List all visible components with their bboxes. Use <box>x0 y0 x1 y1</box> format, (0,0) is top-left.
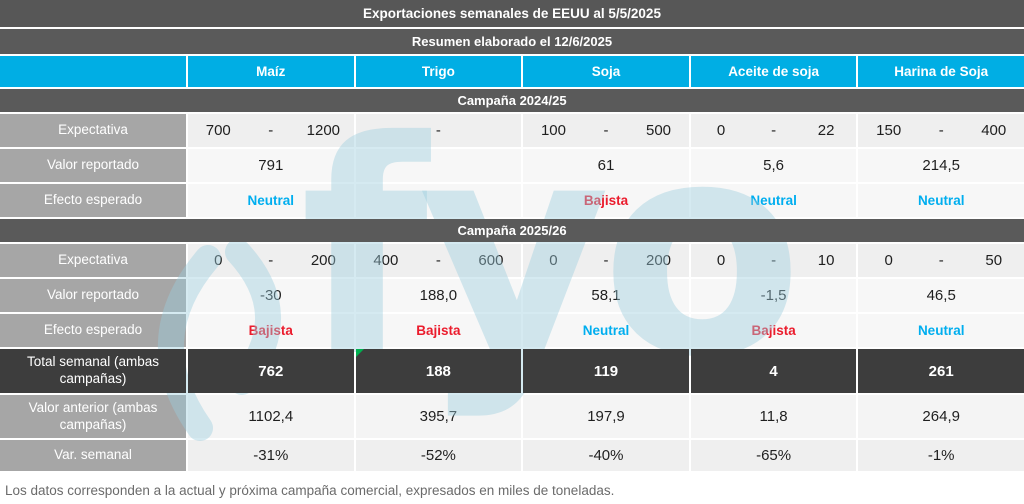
expectativa-cell: - <box>355 114 522 147</box>
column-header-maiz: Maíz <box>188 56 354 87</box>
report-subtitle: Resumen elaborado el 12/6/2025 <box>0 29 1024 54</box>
valor-cell: 214,5 <box>858 149 1024 182</box>
column-header-row: Maíz Trigo Soja Aceite de soja Harina de… <box>0 56 1024 87</box>
expectativa-cell: 0-22 <box>690 114 857 147</box>
anterior-cell: 264,9 <box>858 395 1024 438</box>
expectativa-cell: 0-50 <box>858 244 1024 277</box>
efecto-cell: Bajista <box>355 314 522 347</box>
total-cell: 762 <box>188 349 354 393</box>
row-valor-reportado-2024-25: Valor reportado 791 61 5,6 214,5 <box>0 149 1024 182</box>
var-cell: -52% <box>355 440 522 471</box>
efecto-cell: Neutral <box>188 184 354 217</box>
row-valor-anterior: Valor anterior (ambas campañas) 1102,4 3… <box>0 395 1024 438</box>
row-var-semanal: Var. semanal -31% -52% -40% -65% -1% <box>0 440 1024 471</box>
report-title: Exportaciones semanales de EEUU al 5/5/2… <box>0 0 1024 27</box>
var-cell: -1% <box>858 440 1024 471</box>
column-header-harina: Harina de Soja <box>858 56 1024 87</box>
row-efecto-esperado-2025-26: Efecto esperado Bajista Bajista Neutral … <box>0 314 1024 347</box>
row-total-semanal: Total semanal (ambas campañas) 762 188 1… <box>0 349 1024 393</box>
expectativa-cell: 100-500 <box>523 114 689 147</box>
expectativa-cell: 150-400 <box>858 114 1024 147</box>
var-cell: -65% <box>690 440 857 471</box>
anterior-cell: 1102,4 <box>188 395 354 438</box>
var-cell: -40% <box>523 440 689 471</box>
var-cell: -31% <box>188 440 354 471</box>
valor-cell: 58,1 <box>523 279 689 312</box>
total-cell: 4 <box>690 349 857 393</box>
efecto-cell: Bajista <box>523 184 689 217</box>
valor-cell: -1,5 <box>690 279 857 312</box>
efecto-cell: Neutral <box>858 314 1024 347</box>
expectativa-cell: 700-1200 <box>188 114 354 147</box>
expectativa-cell: 0-200 <box>188 244 354 277</box>
row-label: Valor reportado <box>0 149 186 182</box>
row-expectativa-2024-25: Expectativa 700-1200 - 100-500 0-22 150-… <box>0 114 1024 147</box>
row-label: Expectativa <box>0 244 186 277</box>
cell-note-marker-icon <box>355 349 364 357</box>
valor-cell: 61 <box>523 149 689 182</box>
anterior-cell: 197,9 <box>523 395 689 438</box>
anterior-cell: 11,8 <box>690 395 857 438</box>
valor-cell: 5,6 <box>690 149 857 182</box>
row-label: Valor anterior (ambas campañas) <box>0 395 186 438</box>
row-label: Var. semanal <box>0 440 186 471</box>
row-label: Valor reportado <box>0 279 186 312</box>
expectativa-cell: 0-10 <box>690 244 857 277</box>
row-label: Efecto esperado <box>0 314 186 347</box>
efecto-cell: Neutral <box>858 184 1024 217</box>
row-efecto-esperado-2024-25: Efecto esperado Neutral Bajista Neutral … <box>0 184 1024 217</box>
row-valor-reportado-2025-26: Valor reportado -30 188,0 58,1 -1,5 46,5 <box>0 279 1024 312</box>
valor-cell <box>355 149 522 182</box>
valor-cell: 46,5 <box>858 279 1024 312</box>
section-header-2024-25: Campaña 2024/25 <box>0 89 1024 112</box>
valor-cell: 188,0 <box>355 279 522 312</box>
column-header-trigo: Trigo <box>355 56 522 87</box>
valor-cell: 791 <box>188 149 354 182</box>
column-header-aceite: Aceite de soja <box>690 56 857 87</box>
anterior-cell: 395,7 <box>355 395 522 438</box>
row-expectativa-2025-26: Expectativa 0-200 400-600 0-200 0-10 0-5… <box>0 244 1024 277</box>
expectativa-cell: 0-200 <box>523 244 689 277</box>
valor-cell: -30 <box>188 279 354 312</box>
section-header-2025-26: Campaña 2025/26 <box>0 219 1024 242</box>
total-cell: 261 <box>858 349 1024 393</box>
efecto-cell <box>355 184 522 217</box>
efecto-cell: Neutral <box>523 314 689 347</box>
total-cell: 188 <box>355 349 522 393</box>
efecto-cell: Bajista <box>690 314 857 347</box>
row-label: Efecto esperado <box>0 184 186 217</box>
row-label: Total semanal (ambas campañas) <box>0 349 186 393</box>
header-empty-cell <box>0 56 186 87</box>
row-label: Expectativa <box>0 114 186 147</box>
expectativa-cell: 400-600 <box>355 244 522 277</box>
efecto-cell: Bajista <box>188 314 354 347</box>
total-cell: 119 <box>523 349 689 393</box>
column-header-soja: Soja <box>523 56 689 87</box>
footnote: Los datos corresponden a la actual y pró… <box>0 473 1024 498</box>
efecto-cell: Neutral <box>690 184 857 217</box>
